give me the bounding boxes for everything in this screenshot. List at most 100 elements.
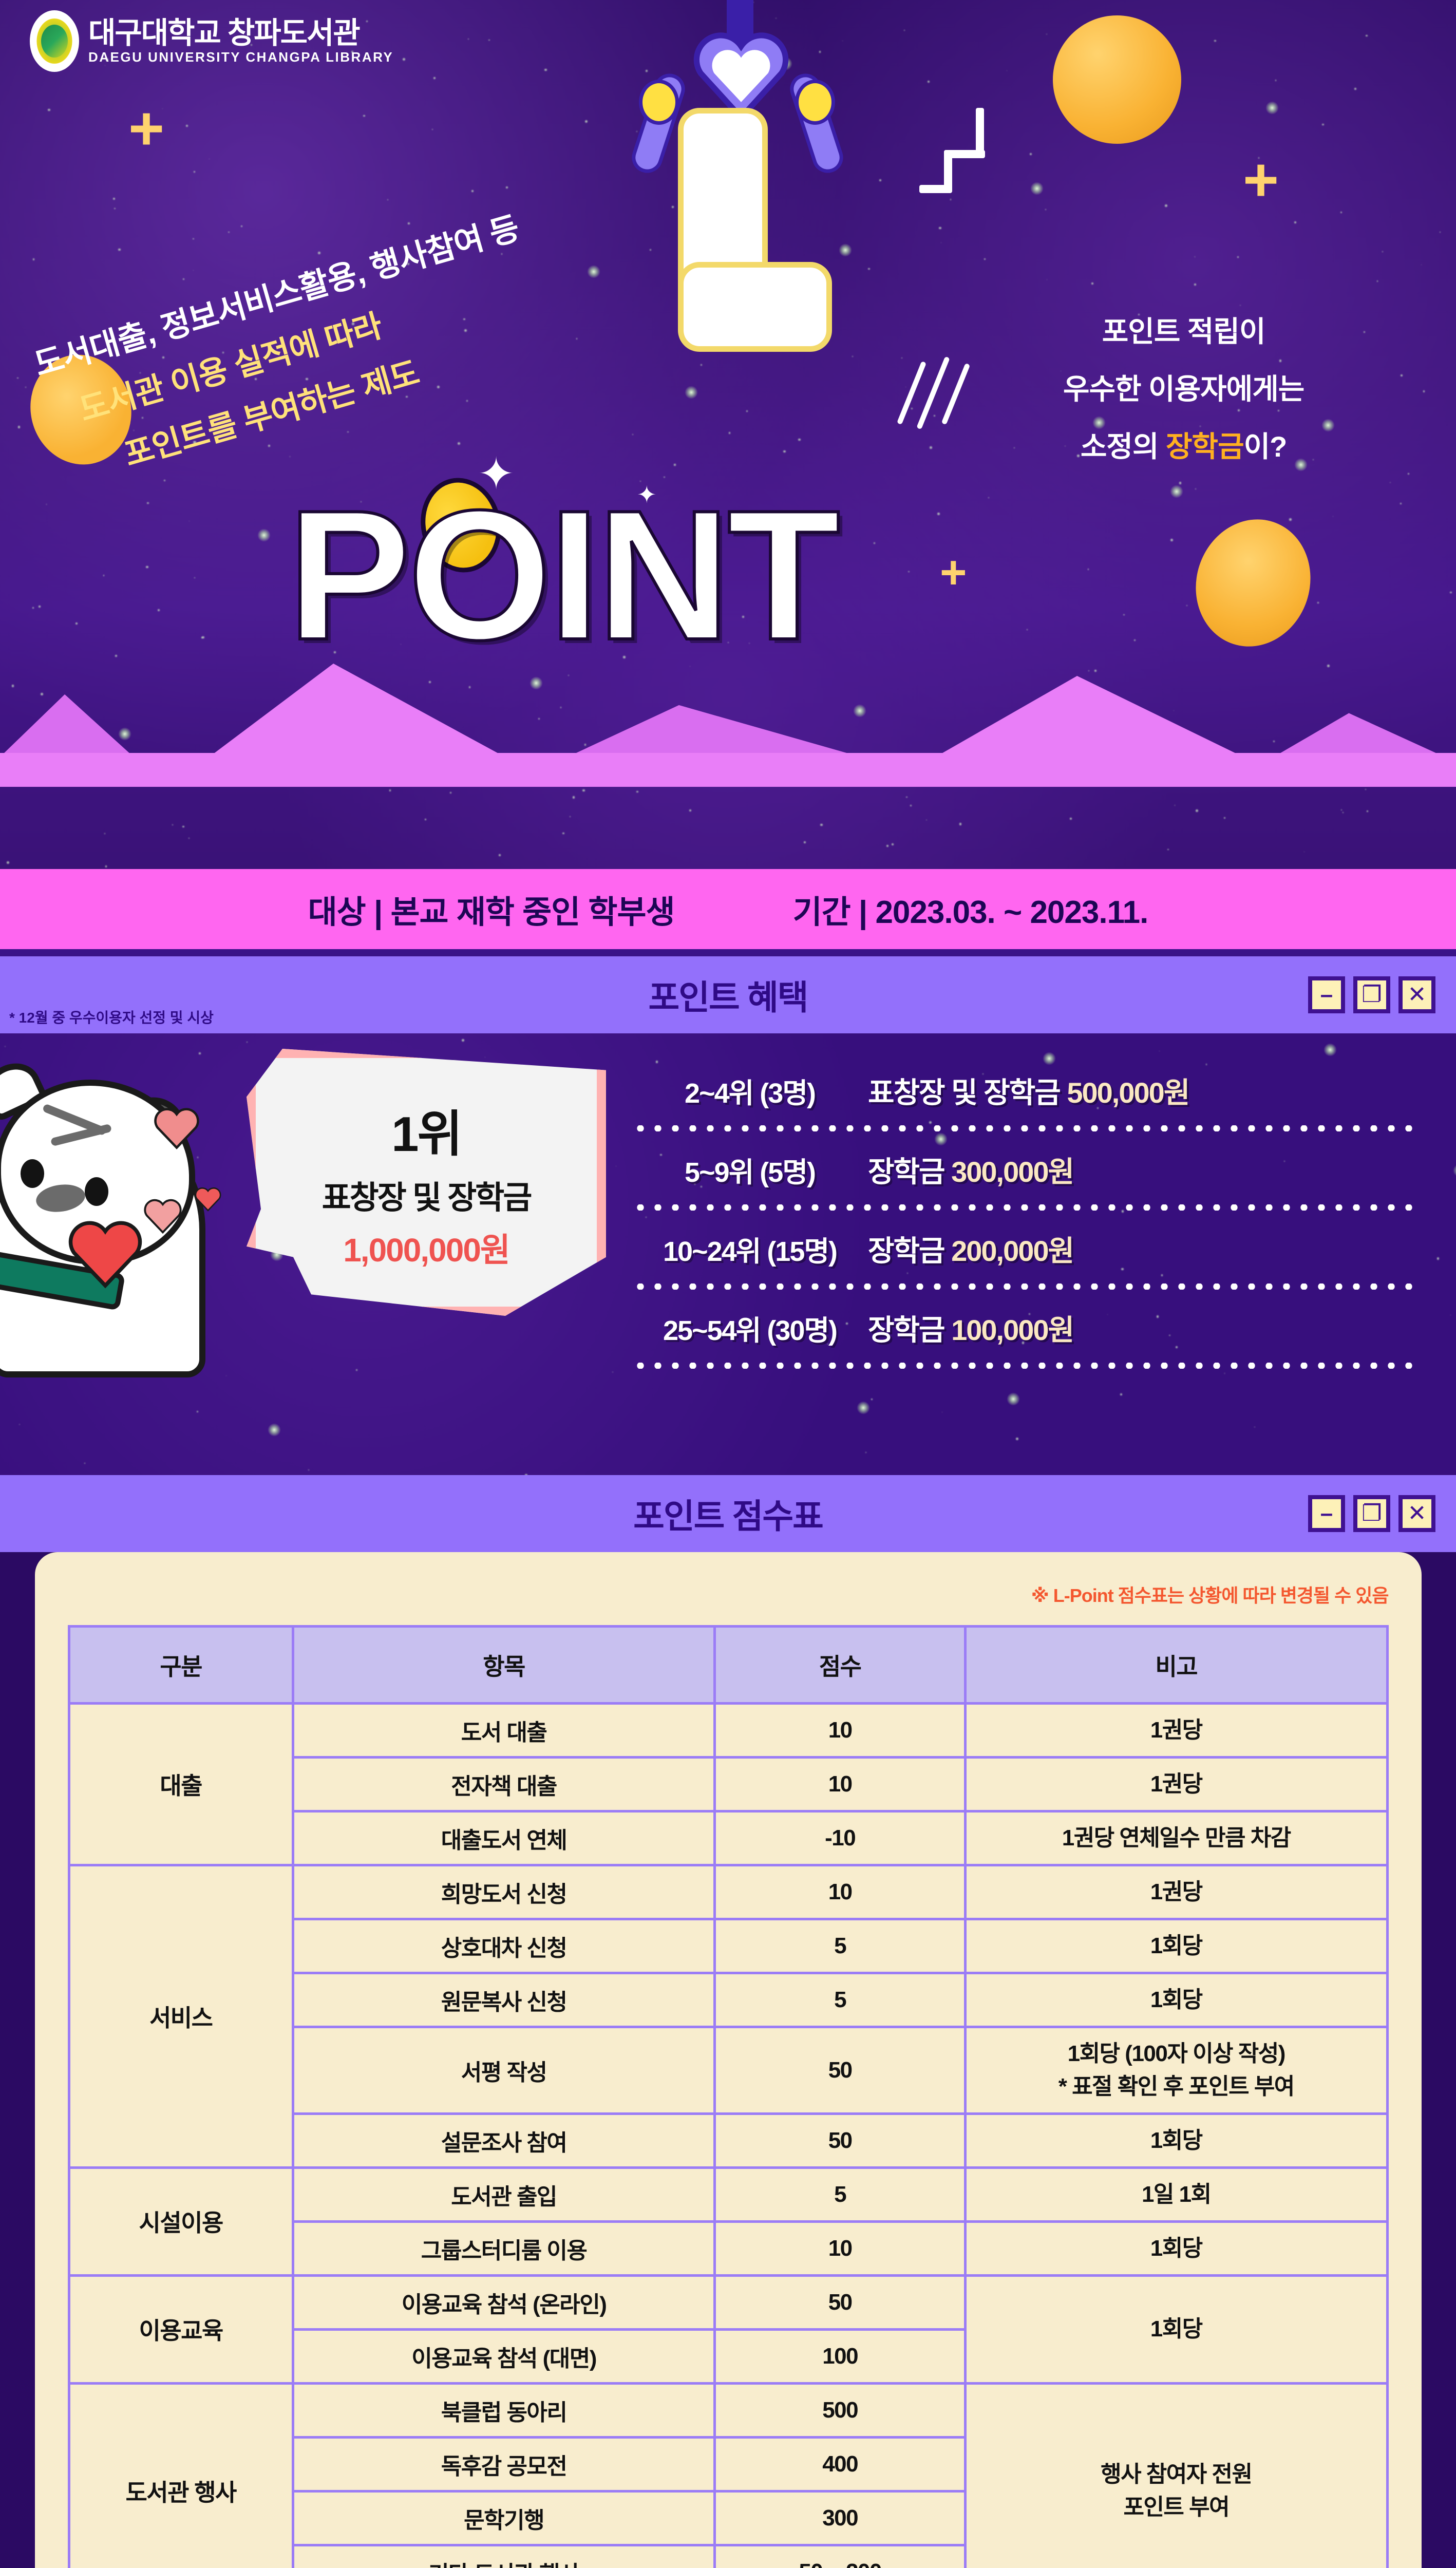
logo-name-kr: 대구대학교 창파도서관	[88, 18, 393, 48]
plus-icon: +	[1243, 149, 1279, 211]
coin-icon	[1053, 15, 1181, 144]
table-row: 2~4위 (3명) 표창장 및 장학금 500,000원	[632, 1062, 1423, 1119]
item-cell: 북클럽 동아리	[293, 2383, 714, 2437]
banner-period: 기간 | 2023.03. ~ 2023.11.	[793, 886, 1148, 932]
maximize-icon[interactable]: ❐	[1353, 976, 1390, 1013]
table-row: 이용교육 이용교육 참석 (온라인) 50 1회당	[69, 2275, 1387, 2329]
window-controls: – ❐ ✕	[1308, 976, 1435, 1013]
item-cell: 그룹스터디룸 이용	[293, 2221, 714, 2275]
category-cell: 서비스	[69, 1865, 293, 2168]
university-seal-icon	[30, 10, 79, 72]
column-header-remark: 비고	[966, 1627, 1387, 1704]
remark-cell: 1회당	[966, 1973, 1387, 2027]
score-table: 구분 항목 점수 비고 대출 도서 대출 10 1권당 전자책 대출 10 1권당 대출도서 …	[68, 1625, 1389, 2568]
minimize-icon[interactable]: –	[1308, 976, 1345, 1013]
close-icon[interactable]: ✕	[1398, 976, 1435, 1013]
score-cell: 5	[715, 1973, 966, 2027]
benefit-rank-table: 2~4위 (3명) 표창장 및 장학금 500,000원 5~9위 (5명) 장…	[632, 1062, 1423, 1378]
prize-label: 장학금 300,000원	[868, 1149, 1423, 1191]
hero-right-line-2: 우수한 이용자에게는	[1063, 361, 1304, 418]
heart-icon	[194, 1186, 222, 1212]
item-cell: 원문복사 신청	[293, 1973, 714, 2027]
first-place-prize: 표창장 및 장학금	[322, 1172, 531, 1218]
score-section-header: 포인트 점수표 – ❐ ✕	[0, 1475, 1456, 1552]
score-note: ※ L-Point 점수표는 상황에 따라 변경될 수 있음	[68, 1581, 1389, 1608]
remark-cell: 1권당	[966, 1758, 1387, 1811]
benefit-section: 1위 표창장 및 장학금 1,000,000원 2~4위 (3명) 표창장 및 …	[0, 1033, 1456, 1475]
item-cell: 도서관 출입	[293, 2167, 714, 2221]
item-cell: 전자책 대출	[293, 1758, 714, 1811]
remark-cell: 1권당	[966, 1704, 1387, 1758]
column-header-item: 항목	[293, 1627, 714, 1704]
remark-cell: 1회당	[966, 2275, 1387, 2383]
mountain-silhouette	[0, 633, 1456, 787]
score-section-title: 포인트 점수표	[633, 1489, 823, 1538]
maximize-icon[interactable]: ❐	[1353, 1495, 1390, 1532]
score-cell: 50	[715, 2275, 966, 2329]
first-place-amount: 1,000,000원	[343, 1224, 509, 1271]
score-cell: 5	[715, 1919, 966, 1973]
column-header-score: 점수	[715, 1627, 966, 1704]
minimize-icon[interactable]: –	[1308, 1495, 1345, 1532]
item-cell: 상호대차 신청	[293, 1919, 714, 1973]
prize-label: 표창장 및 장학금 500,000원	[868, 1070, 1423, 1111]
item-cell: 기타 도서관 행사	[293, 2545, 714, 2568]
logo-name-en: DAEGU UNIVERSITY CHANGPA LIBRARY	[88, 50, 393, 64]
item-cell: 독후감 공모전	[293, 2437, 714, 2491]
hero-right-line-1: 포인트 적립이	[1063, 303, 1304, 361]
remark-cell: 1일 1회	[966, 2167, 1387, 2221]
column-header-category: 구분	[69, 1627, 293, 1704]
rank-label: 5~9위 (5명)	[632, 1149, 868, 1190]
category-cell: 시설이용	[69, 2167, 293, 2275]
item-cell: 희망도서 신청	[293, 1865, 714, 1919]
hero-section: 대구대학교 창파도서관 DAEGU UNIVERSITY CHANGPA LIB…	[0, 0, 1456, 869]
plus-icon: +	[128, 98, 164, 159]
score-cell: 50	[715, 2027, 966, 2114]
first-place-bubble: 1위 표창장 및 장학금 1,000,000원	[247, 1049, 606, 1316]
score-cell: -10	[715, 1811, 966, 1865]
score-cell: 10	[715, 1758, 966, 1811]
table-row: 서비스 희망도서 신청 10 1권당	[69, 1865, 1387, 1919]
item-cell: 이용교육 참석 (온라인)	[293, 2275, 714, 2329]
hero-right-text: 포인트 적립이 우수한 이용자에게는 소정의 장학금이?	[1063, 303, 1304, 476]
remark-cell: 1권당 연체일수 만큼 차감	[966, 1811, 1387, 1865]
table-row: 대출 도서 대출 10 1권당	[69, 1704, 1387, 1758]
rank-label: 25~54위 (30명)	[632, 1308, 868, 1348]
item-cell: 대출도서 연체	[293, 1811, 714, 1865]
table-row: 5~9위 (5명) 장학금 300,000원	[632, 1141, 1423, 1198]
speed-lines-decoration	[899, 354, 986, 442]
score-cell: 300	[715, 2491, 966, 2545]
item-cell: 이용교육 참석 (대면)	[293, 2329, 714, 2383]
item-cell: 설문조사 참여	[293, 2113, 714, 2167]
close-icon[interactable]: ✕	[1398, 1495, 1435, 1532]
score-cell: 5	[715, 2167, 966, 2221]
remark-cell: 1회당 (100자 이상 작성) * 표절 확인 후 포인트 부여	[966, 2027, 1387, 2114]
category-cell: 대출	[69, 1704, 293, 1865]
score-cell: 100	[715, 2329, 966, 2383]
benefit-footnote: * 12월 중 우수이용자 선정 및 시상	[9, 1007, 214, 1027]
table-row: 도서관 행사 북클럽 동아리 500 행사 참여자 전원 포인트 부여	[69, 2383, 1387, 2437]
heart-icon	[143, 1198, 183, 1235]
letter-l-graphic	[655, 108, 824, 365]
banner-target: 대상 | 본교 재학 중인 학부생	[308, 886, 675, 932]
table-header-row: 구분 항목 점수 비고	[69, 1627, 1387, 1704]
remark-cell: 1회당	[966, 2221, 1387, 2275]
item-cell: 도서 대출	[293, 1704, 714, 1758]
heart-icon	[153, 1106, 200, 1150]
benefit-section-header: * 12월 중 우수이용자 선정 및 시상 포인트 혜택 – ❐ ✕	[0, 956, 1456, 1033]
item-cell: 문학기행	[293, 2491, 714, 2545]
score-cell: 10	[715, 1865, 966, 1919]
library-logo: 대구대학교 창파도서관 DAEGU UNIVERSITY CHANGPA LIB…	[30, 10, 393, 72]
category-cell: 이용교육	[69, 2275, 293, 2383]
remark-cell: 행사 참여자 전원 포인트 부여	[966, 2383, 1387, 2568]
first-place-rank: 1위	[391, 1094, 461, 1165]
info-banner: 대상 | 본교 재학 중인 학부생 기간 | 2023.03. ~ 2023.1…	[0, 869, 1456, 956]
row-divider	[632, 1363, 1423, 1369]
zigzag-decoration	[919, 108, 1007, 211]
remark-cell: 1권당	[966, 1865, 1387, 1919]
score-cell: 10	[715, 1704, 966, 1758]
category-cell: 도서관 행사	[69, 2383, 293, 2568]
prize-label: 장학금 200,000원	[868, 1228, 1423, 1270]
hero-right-line-3: 소정의 장학금이?	[1063, 418, 1304, 476]
row-divider	[632, 1283, 1423, 1290]
